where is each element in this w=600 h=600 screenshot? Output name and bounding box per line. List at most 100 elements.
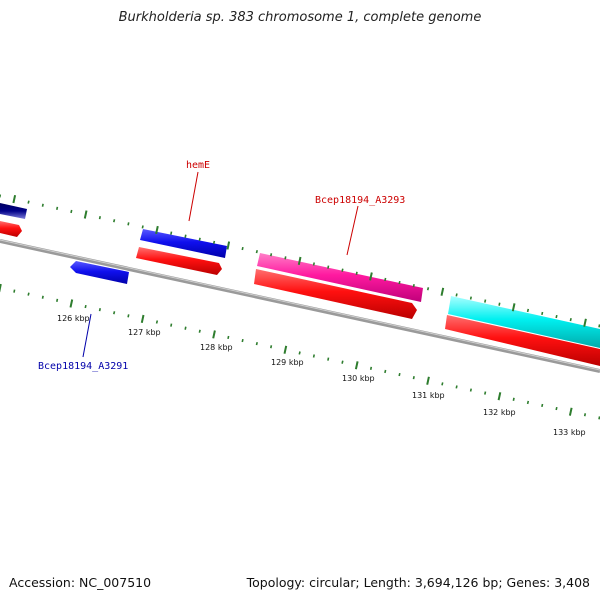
scale-label: 132 kbp — [483, 408, 516, 417]
minor-tick — [113, 311, 116, 315]
scale-label: 127 kbp — [128, 328, 161, 337]
minor-tick — [541, 311, 544, 316]
minor-tick — [469, 296, 472, 300]
minor-tick — [526, 400, 530, 405]
minor-tick — [270, 345, 273, 349]
minor-tick — [312, 262, 315, 266]
minor-tick — [127, 314, 130, 318]
minor-tick — [555, 406, 558, 411]
gene-feature-red[interactable] — [445, 315, 600, 366]
minor-tick — [341, 360, 344, 364]
minor-tick — [70, 209, 73, 214]
minor-tick — [170, 231, 173, 235]
major-tick — [568, 407, 573, 416]
minor-tick — [469, 388, 472, 392]
minor-tick — [341, 268, 344, 272]
major-tick — [440, 287, 445, 296]
gene-feature-red[interactable] — [136, 247, 222, 275]
minor-tick — [398, 280, 401, 285]
minor-tick — [127, 222, 130, 226]
minor-tick — [41, 295, 44, 299]
gene-label-hemE[interactable]: hemE — [186, 160, 210, 171]
minor-tick — [27, 200, 30, 204]
minor-tick — [569, 318, 572, 322]
minor-tick — [384, 369, 387, 374]
gene-label-Bcep18194_A3291[interactable]: Bcep18194_A3291 — [38, 361, 128, 372]
genome-backbone-highlight — [0, 239, 600, 371]
minor-tick — [412, 284, 415, 288]
minor-tick — [426, 287, 430, 291]
gene-feature-blue-Bcep18194_A3291[interactable] — [70, 261, 129, 284]
major-tick — [283, 345, 288, 354]
minor-tick — [184, 234, 187, 238]
minor-tick — [455, 293, 458, 297]
gene-feature-red[interactable] — [254, 269, 417, 319]
minor-tick — [384, 277, 387, 282]
minor-tick — [498, 302, 501, 306]
minor-tick — [441, 382, 444, 386]
map-title: Burkholderia sp. 383 chromosome 1, compl… — [118, 10, 482, 25]
genome-backbone — [0, 239, 600, 373]
major-tick — [12, 194, 17, 204]
major-tick — [497, 392, 502, 401]
gene-feature-navy[interactable] — [0, 203, 27, 219]
gene-feature-cyan[interactable] — [448, 296, 600, 348]
minor-tick — [198, 237, 201, 241]
minor-tick — [484, 391, 487, 395]
minor-tick — [56, 206, 59, 210]
minor-tick — [13, 289, 16, 293]
accession-text: Accession: NC_007510 — [9, 575, 152, 590]
leader-line-Bcep18194_A3293 — [346, 205, 359, 256]
minor-tick — [98, 308, 101, 312]
major-tick — [426, 376, 430, 385]
minor-tick — [455, 385, 458, 389]
minor-tick — [327, 265, 330, 269]
minor-tick — [170, 323, 173, 327]
minor-tick — [241, 246, 244, 251]
minor-tick — [255, 342, 258, 346]
minor-tick — [241, 338, 244, 343]
leader-line-hemE — [188, 171, 199, 222]
major-tick — [354, 361, 359, 370]
scale-label: 129 kbp — [271, 358, 304, 367]
major-tick — [69, 299, 74, 308]
minor-tick — [512, 397, 515, 401]
gene-feature-pink-Bcep18194_A3293[interactable] — [257, 253, 423, 302]
minor-tick — [141, 225, 144, 229]
inner-scale-ticks — [0, 283, 600, 420]
minor-tick — [484, 299, 487, 303]
gene-label-Bcep18194_A3293[interactable]: Bcep18194_A3293 — [315, 195, 405, 206]
minor-tick — [541, 403, 544, 408]
minor-tick — [255, 250, 258, 254]
minor-tick — [184, 326, 187, 330]
major-tick — [297, 256, 302, 266]
minor-tick — [155, 320, 159, 324]
minor-tick — [113, 219, 116, 223]
minor-tick — [526, 308, 530, 313]
minor-tick — [583, 413, 587, 417]
minor-tick — [198, 329, 201, 333]
major-tick — [83, 210, 88, 219]
scale-label: 128 kbp — [200, 343, 233, 352]
scale-label: 133 kbp — [553, 428, 586, 437]
major-tick — [212, 330, 216, 339]
major-tick — [583, 318, 587, 327]
minor-tick — [312, 354, 315, 358]
feature-track — [0, 203, 600, 366]
minor-tick — [327, 357, 330, 361]
minor-tick — [270, 253, 273, 257]
major-tick — [511, 303, 516, 312]
minor-tick — [555, 314, 558, 319]
major-tick — [0, 283, 2, 293]
minor-tick — [98, 216, 101, 220]
outer-scale-ticks — [0, 194, 600, 328]
major-tick — [155, 225, 159, 235]
major-tick — [369, 272, 373, 281]
scale-label: 126 kbp — [57, 314, 90, 323]
scale-label: 131 kbp — [412, 391, 445, 400]
gene-feature-red[interactable] — [0, 221, 22, 237]
minor-tick — [84, 304, 87, 309]
minor-tick — [227, 335, 230, 340]
gene-feature-blue-hemE[interactable] — [140, 229, 227, 258]
